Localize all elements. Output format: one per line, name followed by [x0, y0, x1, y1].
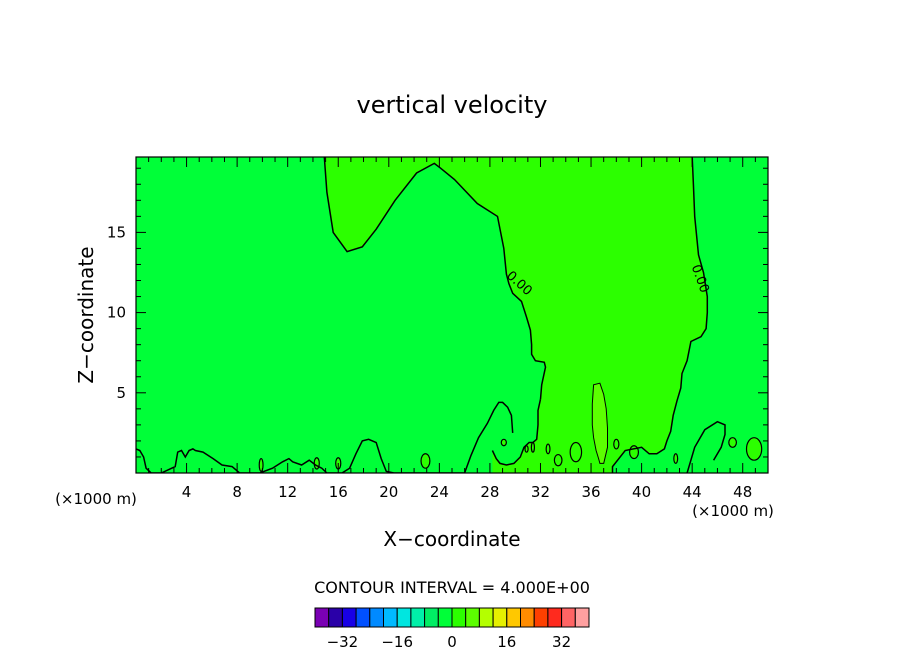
x-unit-left: (×1000 m)	[55, 490, 137, 508]
colorbar-swatch	[396, 607, 412, 628]
x-tick-label: 20	[379, 483, 398, 501]
surface-cell	[728, 437, 737, 448]
zero-contour-line	[611, 157, 709, 473]
colorbar-swatch	[506, 607, 521, 628]
colorbar-tick-label: 32	[552, 633, 571, 651]
surface-cell	[569, 441, 583, 463]
colorbar-tick-label: 0	[447, 633, 457, 651]
surface-cell	[530, 441, 536, 453]
y-axis-label: Z−coordinate	[74, 246, 98, 383]
chart-title: vertical velocity	[357, 91, 548, 119]
x-tick-label: 28	[480, 483, 499, 501]
zero-contour-line	[686, 420, 726, 473]
colorbar-swatch	[328, 607, 343, 628]
x-tick-label: 32	[531, 483, 550, 501]
colorbar-swatch	[314, 607, 330, 628]
surface-cell	[545, 443, 551, 455]
colorbar-tick-label: 16	[497, 633, 516, 651]
colorbar-swatch	[355, 607, 371, 628]
x-axis-ticks: 4 8 12 16 20 24 28 32 36 40 44 48	[148, 157, 756, 501]
positive-w-cell	[591, 382, 608, 464]
colorbar-swatch	[561, 607, 576, 628]
zero-contours	[136, 157, 726, 473]
surface-contour-line	[136, 438, 465, 473]
colorbar-swatch	[451, 607, 467, 628]
y-tick-label: 5	[116, 384, 126, 402]
colorbar-swatch	[369, 607, 384, 628]
colorbar-tick-label: −32	[327, 633, 359, 651]
surface-cell	[613, 438, 620, 450]
surface-cell	[420, 453, 431, 469]
colorbar-swatch	[410, 607, 426, 628]
colorbar-swatch	[341, 607, 357, 628]
colorbar-tick-label: −16	[381, 633, 413, 651]
x-unit-right: (×1000 m)	[692, 502, 774, 520]
y-tick-label: 10	[107, 304, 126, 322]
colorbar-swatch	[424, 607, 439, 628]
contour-interval-text: CONTOUR INTERVAL = 4.000E+00	[314, 578, 590, 597]
y-tick-label: 15	[107, 223, 126, 241]
surface-cell	[500, 438, 507, 447]
x-tick-label: 24	[430, 483, 449, 501]
x-tick-label: 36	[581, 483, 600, 501]
x-tick-label: 16	[329, 483, 348, 501]
colorbar-swatch	[437, 607, 453, 628]
surface-cell	[673, 453, 679, 464]
plot-area: 0.00 0.00	[136, 157, 768, 473]
x-tick-label: 48	[733, 483, 752, 501]
colorbar-swatch	[383, 607, 398, 628]
zero-contour-line	[491, 399, 542, 466]
colorbar-swatch	[478, 607, 494, 628]
colorbar-swatch	[547, 607, 563, 628]
colorbar-swatch	[520, 607, 535, 628]
zero-contour-line	[323, 157, 547, 400]
x-tick-label: 44	[683, 483, 702, 501]
colorbar-swatch	[533, 607, 549, 628]
x-tick-label: 12	[278, 483, 297, 501]
colorbar-swatch	[492, 607, 508, 628]
y-axis-ticks: 5 10 15	[107, 167, 768, 458]
positive-w-region	[324, 157, 708, 473]
x-tick-label: 8	[232, 483, 242, 501]
surface-cell	[553, 453, 563, 467]
zero-contour-line	[463, 401, 514, 473]
x-tick-label: 40	[632, 483, 651, 501]
x-axis-label: X−coordinate	[383, 527, 520, 551]
colorbar	[314, 607, 590, 628]
x-tick-label: 4	[182, 483, 192, 501]
surface-cell	[745, 437, 763, 461]
colorbar-labels: −32 −16 0 16 32	[327, 633, 572, 651]
colorbar-swatch	[465, 607, 480, 628]
colorbar-swatch	[574, 607, 590, 628]
